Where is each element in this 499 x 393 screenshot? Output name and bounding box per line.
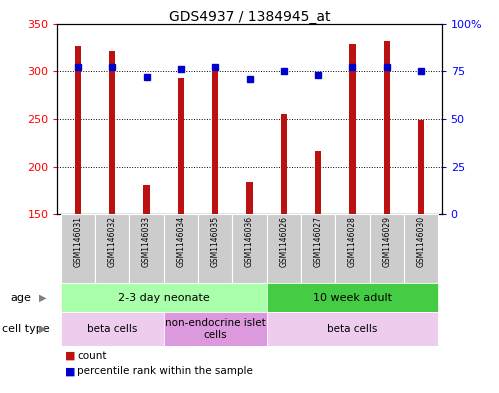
Bar — [75, 46, 81, 214]
Bar — [212, 64, 218, 214]
Bar — [301, 214, 335, 283]
Bar — [370, 214, 404, 283]
Text: GDS4937 / 1384945_at: GDS4937 / 1384945_at — [169, 10, 330, 24]
Text: GSM1146031: GSM1146031 — [73, 216, 82, 267]
Bar — [164, 214, 198, 283]
Bar — [178, 78, 184, 214]
Bar — [144, 185, 150, 214]
Text: 2-3 day neonate: 2-3 day neonate — [118, 293, 210, 303]
Bar — [109, 51, 115, 214]
Text: ▶: ▶ — [38, 293, 46, 303]
Bar — [266, 283, 438, 312]
Text: GSM1146028: GSM1146028 — [348, 216, 357, 267]
Bar — [61, 312, 164, 346]
Text: GSM1146032: GSM1146032 — [108, 216, 117, 267]
Text: beta cells: beta cells — [87, 324, 137, 334]
Bar — [281, 114, 287, 214]
Text: count: count — [77, 351, 107, 361]
Text: age: age — [10, 293, 31, 303]
Bar — [164, 312, 266, 346]
Bar — [266, 214, 301, 283]
Text: percentile rank within the sample: percentile rank within the sample — [77, 366, 253, 376]
Bar — [315, 151, 321, 214]
Text: GSM1146035: GSM1146035 — [211, 216, 220, 267]
Bar — [404, 214, 438, 283]
Text: GSM1146027: GSM1146027 — [313, 216, 323, 267]
Bar — [384, 41, 390, 214]
Bar — [95, 214, 129, 283]
Text: ▶: ▶ — [38, 324, 46, 334]
Text: GSM1146030: GSM1146030 — [417, 216, 426, 267]
Text: 10 week adult: 10 week adult — [313, 293, 392, 303]
Text: GSM1146033: GSM1146033 — [142, 216, 151, 267]
Bar — [233, 214, 266, 283]
Bar — [129, 214, 164, 283]
Bar — [335, 214, 370, 283]
Bar — [266, 312, 438, 346]
Bar — [247, 182, 252, 214]
Text: beta cells: beta cells — [327, 324, 378, 334]
Text: GSM1146029: GSM1146029 — [382, 216, 391, 267]
Text: ■: ■ — [65, 351, 75, 361]
Bar — [61, 214, 95, 283]
Text: GSM1146026: GSM1146026 — [279, 216, 288, 267]
Text: GSM1146036: GSM1146036 — [245, 216, 254, 267]
Text: ■: ■ — [65, 366, 75, 376]
Text: GSM1146034: GSM1146034 — [176, 216, 186, 267]
Bar — [198, 214, 233, 283]
Text: cell type: cell type — [2, 324, 50, 334]
Text: non-endocrine islet
cells: non-endocrine islet cells — [165, 318, 265, 340]
Bar — [349, 44, 355, 214]
Bar — [418, 120, 424, 214]
Bar — [61, 283, 266, 312]
